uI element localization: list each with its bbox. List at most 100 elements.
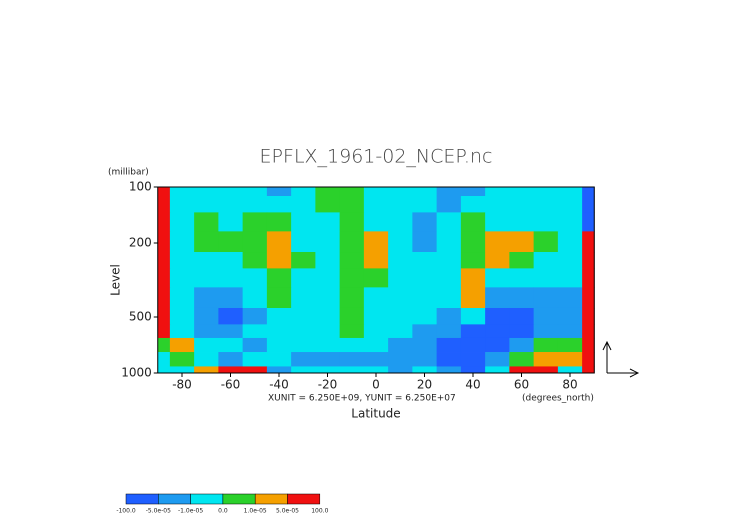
contour-cell xyxy=(388,324,413,339)
contour-cell xyxy=(509,307,535,325)
contour-cell xyxy=(533,324,559,339)
contour-cell xyxy=(533,212,559,232)
contour-cell xyxy=(339,268,365,288)
contour-cell xyxy=(412,187,438,197)
contour-cell xyxy=(533,231,559,253)
contour-cell xyxy=(485,187,510,197)
contour-cell xyxy=(460,324,486,339)
contour-cell xyxy=(460,231,486,253)
contour-cell xyxy=(582,252,595,269)
contour-cell xyxy=(436,324,462,339)
contour-cell xyxy=(412,366,438,374)
contour-cell xyxy=(412,196,438,213)
contour-cell xyxy=(218,352,244,367)
contour-cell xyxy=(218,337,244,353)
contour-cell xyxy=(533,187,559,197)
colorbar-box xyxy=(190,493,224,505)
contour-cell xyxy=(266,287,292,309)
contour-cell xyxy=(485,352,510,367)
colorbar-label: -1.0e-05 xyxy=(178,508,203,515)
colorbar-box xyxy=(125,493,159,505)
contour-cell xyxy=(315,187,341,197)
x-tick-label: -40 xyxy=(269,378,289,392)
contour-cell xyxy=(169,307,195,325)
contour-cell xyxy=(509,366,535,374)
contour-cell xyxy=(266,307,292,325)
contour-cell xyxy=(460,196,486,213)
contour-cell xyxy=(363,352,389,367)
contour-cell xyxy=(218,307,244,325)
contour-cell xyxy=(412,212,438,232)
colorbar-label: -5.0e-05 xyxy=(146,508,171,515)
contour-cell xyxy=(533,252,559,269)
contour-cell xyxy=(582,307,595,325)
contour-cell xyxy=(218,268,244,288)
contour-cell xyxy=(339,366,365,374)
contour-cell xyxy=(242,337,268,353)
contour-cell xyxy=(582,337,595,353)
contour-cell xyxy=(485,196,510,213)
contour-field xyxy=(157,187,595,374)
contour-cell xyxy=(388,366,413,374)
contour-cell xyxy=(460,307,486,325)
contour-cell xyxy=(169,337,195,353)
contour-cell xyxy=(242,324,268,339)
contour-cell xyxy=(339,287,365,309)
contour-cell xyxy=(509,187,535,197)
contour-cell xyxy=(388,231,413,253)
contour-cell xyxy=(157,366,171,374)
contour-cell xyxy=(460,337,486,353)
contour-cell xyxy=(485,366,510,374)
contour-cell xyxy=(339,324,365,339)
contour-cell xyxy=(509,337,535,353)
colorbar-box xyxy=(158,493,191,505)
contour-cell xyxy=(266,366,292,374)
contour-cell xyxy=(388,252,413,269)
contour-cell xyxy=(315,324,341,339)
contour-cell xyxy=(194,196,219,213)
contour-cell xyxy=(242,187,268,197)
contour-cell xyxy=(266,212,292,232)
contour-cell xyxy=(460,252,486,269)
contour-cell xyxy=(412,324,438,339)
contour-cell xyxy=(557,187,583,197)
contour-cell xyxy=(169,231,195,253)
contour-cell xyxy=(157,268,171,288)
contour-cell xyxy=(485,268,510,288)
contour-cell xyxy=(291,324,316,339)
contour-cell xyxy=(315,366,341,374)
contour-cell xyxy=(242,196,268,213)
contour-cell xyxy=(460,187,486,197)
y-tick-label: 200 xyxy=(129,235,152,249)
contour-cell xyxy=(218,231,244,253)
contour-cell xyxy=(436,337,462,353)
contour-cell xyxy=(242,231,268,253)
contour-cell xyxy=(315,268,341,288)
contour-cell xyxy=(460,287,486,309)
colorbar-box xyxy=(254,493,288,505)
contour-cell xyxy=(412,337,438,353)
contour-cell xyxy=(242,287,268,309)
contour-cell xyxy=(533,268,559,288)
ref-arrow-up xyxy=(602,340,612,373)
x-unit: (degrees_north) xyxy=(522,394,594,404)
contour-cell xyxy=(388,337,413,353)
contour-cell xyxy=(485,231,510,253)
contour-cell xyxy=(557,252,583,269)
contour-cell xyxy=(582,187,595,197)
contour-cell xyxy=(436,231,462,253)
contour-cell xyxy=(315,252,341,269)
contour-cell xyxy=(291,307,316,325)
contour-cell xyxy=(557,337,583,353)
contour-cell xyxy=(157,324,171,339)
contour-cell xyxy=(509,196,535,213)
contour-cell xyxy=(315,352,341,367)
contour-cell xyxy=(291,212,316,232)
contour-cell xyxy=(218,212,244,232)
contour-cell xyxy=(157,337,171,353)
contour-cell xyxy=(388,268,413,288)
contour-cell xyxy=(339,307,365,325)
contour-cell xyxy=(194,212,219,232)
reference-vector xyxy=(602,340,640,378)
